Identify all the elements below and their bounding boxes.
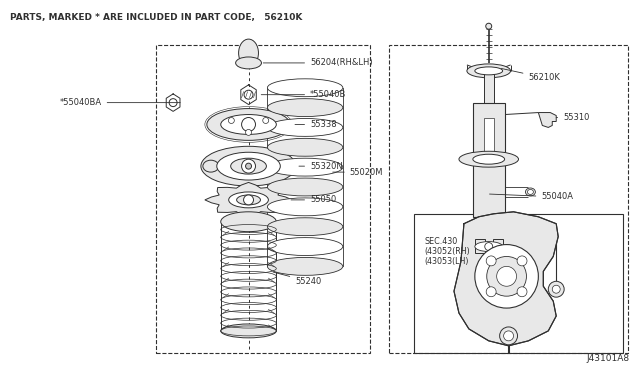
Ellipse shape: [221, 324, 276, 338]
Text: 55050: 55050: [291, 195, 337, 204]
Text: J43101A8: J43101A8: [586, 354, 630, 363]
Text: PARTS, MARKED * ARE INCLUDED IN PART CODE,   56210K: PARTS, MARKED * ARE INCLUDED IN PART COD…: [10, 13, 303, 22]
Circle shape: [169, 99, 177, 107]
Ellipse shape: [207, 109, 290, 140]
Ellipse shape: [230, 158, 266, 174]
Bar: [414, 214, 623, 353]
Circle shape: [228, 118, 234, 124]
Bar: [390, 45, 628, 353]
Ellipse shape: [268, 238, 343, 256]
Ellipse shape: [525, 188, 536, 196]
Text: 56204(RH&LH): 56204(RH&LH): [263, 58, 372, 67]
Polygon shape: [538, 113, 556, 128]
Circle shape: [497, 266, 516, 286]
Ellipse shape: [201, 146, 296, 186]
Text: *55040BA: *55040BA: [60, 98, 180, 107]
Bar: [484, 73, 493, 108]
Circle shape: [517, 256, 527, 266]
Ellipse shape: [221, 115, 276, 134]
Text: 55310: 55310: [556, 113, 589, 122]
Text: 55040A: 55040A: [490, 192, 573, 201]
Circle shape: [487, 256, 527, 296]
Circle shape: [548, 281, 564, 297]
Ellipse shape: [268, 138, 343, 156]
Bar: [156, 45, 370, 353]
Circle shape: [484, 243, 493, 250]
Bar: [475, 217, 502, 241]
Ellipse shape: [268, 178, 343, 196]
Ellipse shape: [268, 99, 343, 116]
Bar: [484, 118, 493, 157]
Circle shape: [244, 90, 253, 99]
Ellipse shape: [268, 119, 343, 137]
Circle shape: [552, 285, 560, 293]
Ellipse shape: [203, 160, 219, 172]
Ellipse shape: [467, 64, 511, 78]
Circle shape: [241, 118, 255, 131]
Ellipse shape: [268, 218, 343, 235]
Ellipse shape: [268, 198, 343, 216]
Text: *55040B: *55040B: [261, 90, 346, 99]
Ellipse shape: [217, 152, 280, 180]
Circle shape: [486, 287, 496, 297]
Circle shape: [246, 163, 252, 169]
Bar: [473, 157, 504, 217]
Bar: [493, 238, 502, 253]
Circle shape: [500, 327, 518, 345]
Circle shape: [263, 118, 269, 124]
Polygon shape: [454, 212, 558, 346]
Ellipse shape: [475, 67, 502, 75]
Ellipse shape: [236, 57, 262, 69]
Circle shape: [241, 159, 255, 173]
Text: SEC.430
(43052(RH)
(43053(LH): SEC.430 (43052(RH) (43053(LH): [424, 237, 470, 266]
Bar: [475, 238, 484, 253]
Text: 55338: 55338: [295, 120, 337, 129]
Text: 55020M: 55020M: [333, 168, 383, 177]
Text: 55240: 55240: [273, 272, 321, 286]
Text: 55320N: 55320N: [299, 162, 343, 171]
Ellipse shape: [268, 79, 343, 97]
Ellipse shape: [228, 192, 268, 208]
Ellipse shape: [475, 241, 502, 251]
Ellipse shape: [268, 257, 343, 275]
Bar: [473, 103, 504, 157]
Circle shape: [475, 244, 538, 308]
Circle shape: [244, 195, 253, 205]
Circle shape: [486, 256, 496, 266]
Ellipse shape: [459, 151, 518, 167]
Text: 56210K: 56210K: [501, 68, 560, 82]
Ellipse shape: [268, 158, 343, 176]
Ellipse shape: [473, 154, 504, 164]
Ellipse shape: [221, 212, 276, 232]
Polygon shape: [205, 182, 292, 217]
Ellipse shape: [237, 195, 260, 205]
Ellipse shape: [527, 189, 533, 195]
Ellipse shape: [239, 39, 259, 67]
Circle shape: [504, 331, 513, 341]
Circle shape: [246, 129, 252, 135]
Circle shape: [517, 287, 527, 297]
Ellipse shape: [278, 160, 294, 172]
Circle shape: [486, 23, 492, 29]
